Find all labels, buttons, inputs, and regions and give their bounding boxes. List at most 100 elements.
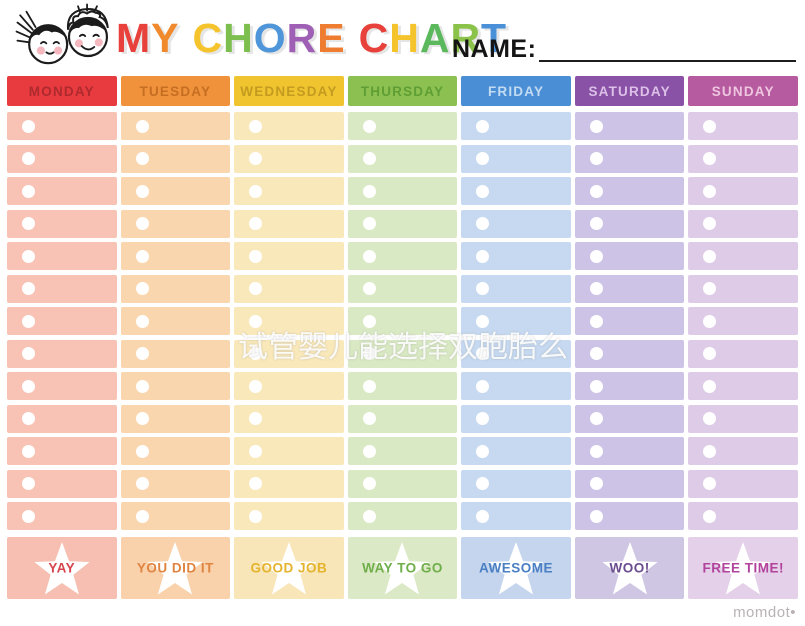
check-circle-icon xyxy=(362,477,376,490)
title-letter: H xyxy=(223,14,254,61)
reward-label: YAY xyxy=(48,560,76,576)
check-circle-icon xyxy=(703,152,717,165)
chore-cell xyxy=(461,177,571,205)
check-circle-icon xyxy=(135,412,149,425)
check-circle-icon xyxy=(249,249,263,263)
chore-cell xyxy=(7,242,117,270)
check-circle-icon xyxy=(22,444,35,458)
check-circle-icon xyxy=(135,152,149,165)
check-circle-icon xyxy=(476,152,490,165)
chore-rows xyxy=(234,112,344,530)
title-letter: R xyxy=(286,14,318,61)
day-header-wednesday: WEDNESDAY xyxy=(234,76,344,106)
chore-cell xyxy=(688,112,798,140)
check-circle-icon xyxy=(476,184,490,198)
chore-cell xyxy=(688,469,798,498)
chore-cell xyxy=(574,437,685,465)
title-letter: R xyxy=(450,14,482,61)
day-header-thursday: THURSDAY xyxy=(347,76,458,106)
day-header-tuesday: TUESDAY xyxy=(120,76,231,106)
check-circle-icon xyxy=(362,314,376,328)
check-circle-icon xyxy=(22,379,35,393)
reward-cell: YOU DID IT xyxy=(120,537,231,599)
kids-illustration-icon xyxy=(12,2,116,77)
check-circle-icon xyxy=(362,379,376,393)
check-circle-icon xyxy=(476,119,490,133)
chore-cell xyxy=(688,144,798,173)
check-circle-icon xyxy=(249,152,263,165)
check-circle-icon xyxy=(476,249,490,263)
check-circle-icon xyxy=(589,509,603,523)
check-circle-icon xyxy=(589,184,603,198)
check-circle-icon xyxy=(249,217,263,230)
check-circle-icon xyxy=(249,509,263,523)
chore-cell xyxy=(234,144,344,173)
check-circle-icon xyxy=(362,444,376,458)
title-letter: T xyxy=(481,14,508,61)
chore-cell xyxy=(461,404,571,433)
chore-cell xyxy=(461,209,571,238)
chore-cell xyxy=(347,177,458,205)
check-circle-icon xyxy=(589,217,603,230)
title-letter: M xyxy=(116,14,152,61)
chore-cell xyxy=(574,177,685,205)
check-circle-icon xyxy=(22,282,35,295)
chore-rows xyxy=(347,112,458,530)
chore-cell xyxy=(7,404,117,433)
check-circle-icon xyxy=(249,184,263,198)
chore-cell xyxy=(461,112,571,140)
chore-cell xyxy=(234,469,344,498)
day-column-monday: MONDAY YAY xyxy=(7,76,117,599)
chore-cell xyxy=(7,437,117,465)
reward-cell: AWESOME xyxy=(461,537,571,599)
day-column-tuesday: TUESDAY YOU DID IT xyxy=(120,76,231,599)
chore-cell xyxy=(234,112,344,140)
check-circle-icon xyxy=(703,184,717,198)
day-column-sunday: SUNDAY FREE TIME! xyxy=(688,76,798,599)
chore-cell xyxy=(234,404,344,433)
check-circle-icon xyxy=(22,152,35,165)
check-circle-icon xyxy=(589,477,603,490)
chore-cell xyxy=(7,209,117,238)
check-circle-icon xyxy=(703,379,717,393)
check-circle-icon xyxy=(362,509,376,523)
reward-label: WOO! xyxy=(609,560,650,576)
check-circle-icon xyxy=(703,412,717,425)
check-circle-icon xyxy=(249,314,263,328)
chore-cell xyxy=(574,339,685,368)
day-column-saturday: SATURDAY WOO! xyxy=(574,76,685,599)
check-circle-icon xyxy=(22,314,35,328)
chore-cell xyxy=(461,339,571,368)
chore-cell xyxy=(461,144,571,173)
check-circle-icon xyxy=(135,347,149,360)
chore-cell xyxy=(234,339,344,368)
name-label: NAME: xyxy=(452,35,537,63)
check-circle-icon xyxy=(589,347,603,360)
check-circle-icon xyxy=(135,249,149,263)
check-circle-icon xyxy=(362,184,376,198)
chore-cell xyxy=(120,177,231,205)
check-circle-icon xyxy=(135,509,149,523)
chore-cell xyxy=(574,307,685,335)
chore-cell xyxy=(120,209,231,238)
chore-cell xyxy=(347,242,458,270)
check-circle-icon xyxy=(249,347,263,360)
check-circle-icon xyxy=(135,217,149,230)
star-icon xyxy=(34,541,90,594)
check-circle-icon xyxy=(135,314,149,328)
chore-cell xyxy=(688,404,798,433)
check-circle-icon xyxy=(703,509,717,523)
chore-cell xyxy=(120,112,231,140)
reward-label: GOOD JOB xyxy=(250,560,328,576)
check-circle-icon xyxy=(476,217,490,230)
check-circle-icon xyxy=(589,152,603,165)
title-letter: Y xyxy=(151,14,180,61)
chore-cell xyxy=(688,242,798,270)
check-circle-icon xyxy=(135,119,149,133)
chore-cell xyxy=(7,469,117,498)
check-circle-icon xyxy=(362,282,376,295)
chore-cell xyxy=(120,372,231,400)
check-circle-icon xyxy=(703,314,717,328)
